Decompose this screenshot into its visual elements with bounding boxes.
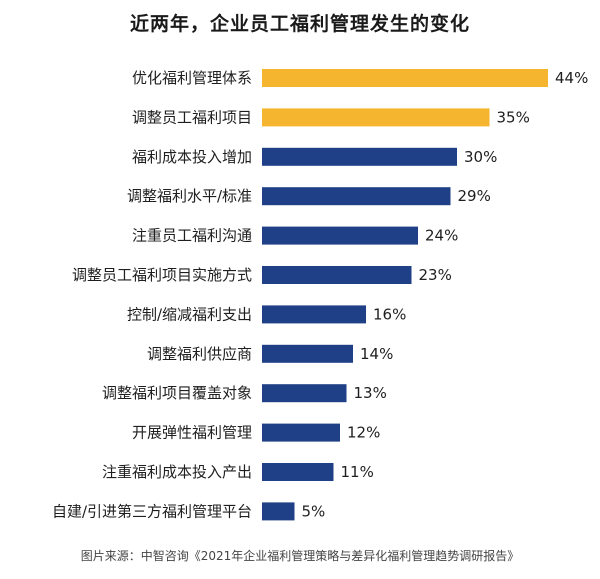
- bar: [262, 69, 548, 87]
- bar: [262, 384, 347, 403]
- bar: [262, 423, 340, 442]
- category-label: 调整福利项目覆盖对象: [102, 384, 252, 402]
- value-label: 24%: [425, 227, 458, 245]
- chart-title: 近两年，企业员工福利管理发生的变化: [129, 13, 470, 35]
- source-caption: 图片来源：中智咨询《2021年企业福利管理策略与差异化福利管理趋势调研报告》: [80, 549, 520, 563]
- value-label: 29%: [458, 187, 491, 205]
- value-label: 13%: [354, 384, 387, 402]
- value-label: 5%: [302, 502, 326, 520]
- bar: [262, 187, 451, 206]
- category-label: 调整员工福利项目实施方式: [72, 266, 252, 284]
- bar-chart: 优化福利管理体系 44% 调整员工福利项目 35% 福利成本投入增加 30% 调整福利水平/…: [52, 69, 588, 521]
- category-label: 开展弹性福利管理: [132, 424, 252, 442]
- category-label: 注重员工福利沟通: [132, 227, 252, 245]
- bar: [262, 463, 334, 481]
- value-label: 12%: [347, 424, 380, 442]
- bar: [262, 226, 418, 245]
- bar: [262, 266, 412, 284]
- category-label: 调整福利供应商: [147, 345, 252, 363]
- bar: [262, 147, 457, 166]
- category-label: 调整员工福利项目: [132, 108, 252, 126]
- category-label: 注重福利成本投入产出: [102, 463, 252, 481]
- bar: [262, 305, 366, 324]
- category-label: 自建/引进第三方福利管理平台: [52, 502, 252, 520]
- bar: [262, 344, 353, 363]
- value-label: 44%: [555, 69, 588, 87]
- category-label: 调整福利水平/标准: [127, 187, 252, 205]
- value-label: 30%: [464, 148, 497, 166]
- value-label: 35%: [497, 108, 530, 126]
- value-label: 16%: [373, 305, 406, 323]
- value-label: 11%: [341, 463, 374, 481]
- value-label: 23%: [419, 266, 452, 284]
- value-label: 14%: [360, 345, 393, 363]
- bar: [262, 108, 490, 127]
- category-label: 优化福利管理体系: [132, 69, 252, 87]
- bar: [262, 502, 295, 521]
- category-label: 福利成本投入增加: [132, 148, 252, 166]
- category-label: 控制/缩减福利支出: [127, 305, 252, 323]
